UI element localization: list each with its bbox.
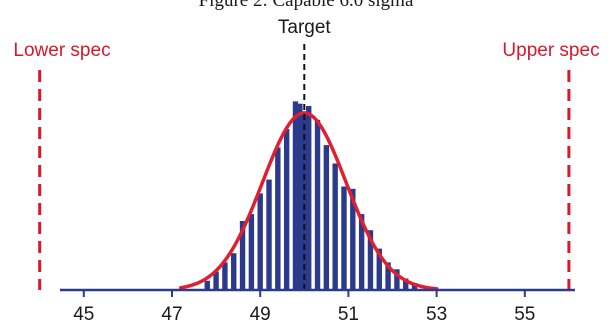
histogram-bar — [266, 179, 272, 290]
histogram-bar — [292, 101, 299, 291]
normal-fit-curve — [179, 111, 439, 291]
histogram-bar — [323, 145, 330, 290]
x-axis-ticks: 45 47 49 51 53 55 — [73, 290, 535, 325]
x-tick-label: 53 — [426, 304, 447, 325]
histogram-bars — [204, 101, 418, 291]
x-tick-label: 47 — [161, 304, 182, 325]
histogram-bar — [332, 163, 338, 290]
x-tick-label: 45 — [73, 304, 94, 325]
histogram-bar — [248, 214, 255, 290]
histogram-bar — [376, 248, 382, 290]
upper-spec-label: Upper spec — [502, 40, 599, 61]
histogram-bar — [367, 230, 374, 290]
histogram-bar — [314, 119, 321, 290]
histogram-bar — [257, 193, 263, 290]
histogram-bar — [239, 221, 246, 290]
histogram-bar — [301, 112, 307, 291]
histogram-bar — [297, 103, 303, 290]
histogram-bar — [341, 186, 347, 290]
histogram-bar — [350, 188, 356, 290]
histogram-bar — [385, 262, 391, 290]
x-tick-label: 55 — [514, 304, 535, 325]
histogram-bar — [204, 280, 210, 290]
histogram-bar — [358, 214, 365, 290]
histogram-bar — [213, 271, 219, 290]
x-tick-label: 51 — [338, 304, 359, 325]
histogram-bar — [222, 262, 228, 290]
histogram-bar — [394, 269, 400, 290]
histogram-bar — [411, 283, 418, 290]
target-label: Target — [278, 17, 332, 38]
histogram-bar — [275, 147, 281, 290]
lower-spec-label: Lower spec — [13, 40, 110, 61]
histogram-bar — [403, 278, 409, 290]
histogram-bar — [306, 106, 312, 290]
histogram-bar — [231, 253, 237, 290]
histogram-bar — [283, 129, 290, 290]
x-tick-label: 49 — [250, 304, 271, 325]
chart-caption: Figure 2: Capable 6.0 sigma — [199, 0, 414, 11]
